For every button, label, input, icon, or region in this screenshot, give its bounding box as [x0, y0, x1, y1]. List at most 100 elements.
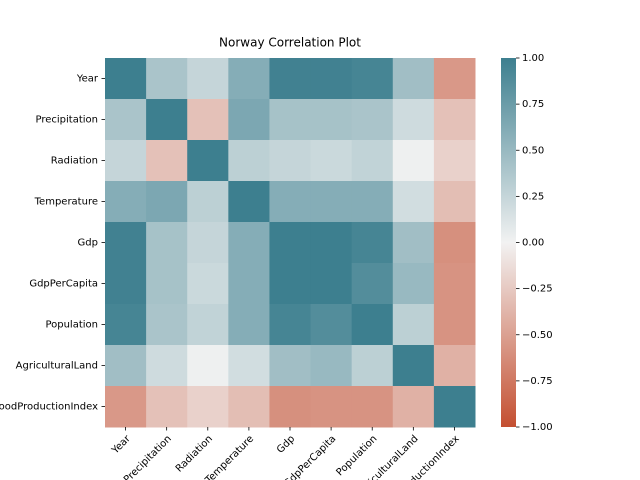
y-tick-label: Gdp — [78, 238, 98, 249]
heatmap-cell — [146, 181, 188, 223]
heatmap-cell — [351, 263, 394, 305]
heatmap-cell — [228, 386, 270, 428]
heatmap-cell — [351, 58, 394, 100]
x-tick-label: Year — [109, 433, 133, 457]
heatmap-cell — [392, 222, 435, 264]
y-tick-label: GdpPerCapita — [29, 279, 98, 290]
heatmap-cell — [187, 181, 229, 223]
heatmap-cell — [392, 181, 435, 223]
heatmap-cell — [187, 58, 229, 100]
heatmap-cell — [351, 99, 394, 141]
heatmap-cell — [187, 99, 229, 141]
heatmap-cell — [310, 263, 353, 305]
heatmap-cell — [392, 140, 435, 182]
heatmap-cell — [105, 58, 147, 100]
heatmap-cell — [310, 222, 353, 264]
x-tick-label: Radiation — [174, 433, 215, 474]
colorbar-tick-label: −0.75 — [522, 376, 553, 387]
colorbar — [501, 58, 516, 427]
x-tick-label: Gdp — [275, 433, 297, 455]
heatmap-cell — [187, 222, 229, 264]
colorbar-tick-label: 1.00 — [522, 53, 544, 64]
heatmap-cell — [228, 99, 270, 141]
colorbar-tick-label: −1.00 — [522, 422, 553, 433]
colorbar-tick-label: −0.50 — [522, 330, 553, 341]
heatmap-cell — [392, 304, 435, 346]
heatmap-cell — [269, 99, 312, 141]
heatmap-cell — [228, 222, 270, 264]
heatmap-cell — [310, 99, 353, 141]
colorbar-tick-label: 0.25 — [522, 191, 544, 202]
colorbar-tick-label: 0.50 — [522, 145, 544, 156]
heatmap-cell — [146, 345, 188, 387]
heatmap-cell — [351, 345, 394, 387]
heatmap-cell — [146, 140, 188, 182]
heatmap-cell — [146, 263, 188, 305]
heatmap-cell — [269, 386, 312, 428]
heatmap-cell — [392, 58, 435, 100]
heatmap-cell — [433, 181, 476, 223]
heatmap-cell — [310, 304, 353, 346]
y-tick-label: Temperature — [34, 197, 98, 208]
heatmap-cell — [228, 263, 270, 305]
heatmap-cell — [269, 58, 312, 100]
heatmap-cell — [269, 263, 312, 305]
heatmap-cell — [187, 263, 229, 305]
heatmap-cell — [105, 386, 147, 428]
heatmap-cell — [146, 304, 188, 346]
heatmap-cell — [146, 58, 188, 100]
heatmap-cell — [392, 386, 435, 428]
heatmap-cell — [310, 58, 353, 100]
heatmap-cell — [146, 99, 188, 141]
heatmap-cell — [433, 386, 476, 428]
heatmap-cell — [310, 140, 353, 182]
heatmap-cell — [392, 263, 435, 305]
heatmap-cell — [269, 345, 312, 387]
heatmap-cell — [269, 304, 312, 346]
heatmap-cell — [105, 263, 147, 305]
y-tick-label: AgriculturalLand — [16, 361, 98, 372]
y-tick-label: Population — [45, 320, 98, 331]
colorbar-tick-label: 0.75 — [522, 99, 544, 110]
heatmap-cell — [351, 140, 394, 182]
heatmap-cell — [269, 181, 312, 223]
heatmap-cell — [433, 99, 476, 141]
x-tick-label: Population — [335, 433, 380, 478]
heatmap-cell — [187, 140, 229, 182]
heatmap-cell — [269, 140, 312, 182]
heatmap-cell — [269, 222, 312, 264]
heatmap-cell — [433, 140, 476, 182]
heatmap-cell — [310, 181, 353, 223]
heatmap-cell — [146, 386, 188, 428]
heatmap-cell — [105, 181, 147, 223]
heatmap-cell — [105, 345, 147, 387]
heatmap-cell — [187, 345, 229, 387]
heatmap-cell — [433, 345, 476, 387]
heatmap-cell — [187, 386, 229, 428]
y-tick-label: FoodProductionIndex — [0, 402, 98, 413]
heatmap-cell — [433, 222, 476, 264]
heatmap-cell — [310, 386, 353, 428]
heatmap-cell — [351, 386, 394, 428]
heatmap-cell — [351, 222, 394, 264]
heatmap-cell — [146, 222, 188, 264]
heatmap-cell — [228, 181, 270, 223]
heatmap-cell — [105, 99, 147, 141]
colorbar-tick-label: −0.25 — [522, 284, 553, 295]
chart-title: Norway Correlation Plot — [219, 36, 361, 50]
heatmap-cell — [351, 181, 394, 223]
heatmap-cell — [228, 345, 270, 387]
heatmap-cell — [105, 222, 147, 264]
y-tick-label: Year — [76, 74, 99, 85]
heatmap-cell — [433, 263, 476, 305]
heatmap-cell — [228, 304, 270, 346]
heatmap-cell — [105, 304, 147, 346]
heatmap-cell — [228, 58, 270, 100]
heatmap-cell — [187, 304, 229, 346]
heatmap-cell — [310, 345, 353, 387]
heatmap-cell — [105, 140, 147, 182]
heatmap-cell — [228, 140, 270, 182]
y-tick-label: Precipitation — [35, 115, 98, 126]
heatmap-cell — [392, 99, 435, 141]
